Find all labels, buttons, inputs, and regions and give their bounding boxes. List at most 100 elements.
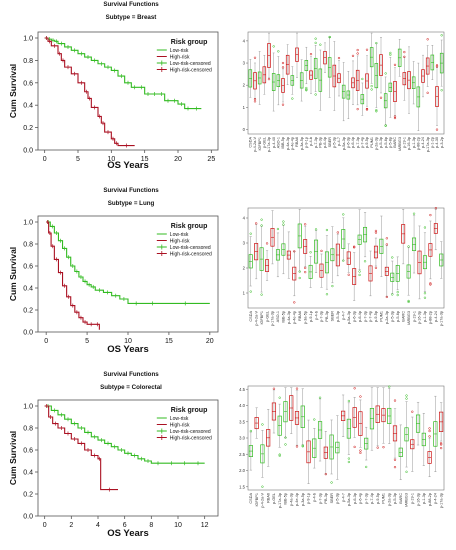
plot-frame: [37, 31, 219, 151]
outlier-point: [249, 429, 253, 433]
plot-frame: [37, 215, 219, 333]
legend-entry: Low-risk: [170, 416, 189, 422]
category-label: IBB-5p: [282, 311, 286, 323]
category-label: IARBG3: [407, 311, 411, 325]
outlier-point: [391, 293, 394, 296]
category-label: SBER: [328, 137, 332, 148]
survival-chart-1: Survival Functions Subtype = Lung 0.0 0.2 0.…: [8, 187, 219, 355]
outlier-point: [347, 399, 351, 403]
category-label: p-5-6p: [396, 311, 400, 322]
category-label: p-7-3p: [363, 311, 367, 322]
category-label: IGFBP1: [260, 311, 264, 325]
outlier-point: [314, 41, 317, 45]
outlier-point: [295, 445, 299, 448]
outlier-point: [281, 103, 285, 106]
category-label: p-5-3p: [333, 137, 337, 148]
y-tick-label: 0.0: [23, 330, 33, 337]
outlier-point: [411, 410, 414, 413]
category-label: p-5a-3p: [347, 493, 351, 506]
y-axis-label: Cum Survival: [8, 247, 18, 301]
category-label: p-7-3p: [314, 137, 318, 148]
outlier-point: [370, 84, 373, 88]
y-tick-label: 0.2: [23, 308, 33, 315]
outlier-point: [393, 116, 397, 120]
series-line-high-risk: [46, 221, 100, 330]
category-label: p-5a-3p: [347, 311, 351, 324]
category-label: p-6-4p: [351, 137, 355, 148]
x-tick-label: 20: [174, 156, 182, 163]
outlier-point: [429, 282, 432, 285]
plot-frame: [247, 385, 445, 491]
category-label: BARC: [401, 311, 405, 322]
outlier-point: [261, 423, 264, 426]
category-label: p-5-3p: [379, 137, 383, 148]
y-tick-label: 2: [243, 266, 246, 271]
outlier-point: [382, 446, 385, 449]
series-line-low-risk: [44, 405, 205, 464]
x-tick-label: 25: [207, 156, 215, 163]
category-label: p-3-2p: [440, 137, 444, 148]
outlier-point: [342, 259, 345, 262]
chart-subtitle: Subtype = Colorectal: [100, 384, 162, 391]
category-label: p-6-3p: [353, 493, 357, 504]
outlier-point: [328, 35, 331, 39]
category-label: p-5-3p: [336, 493, 340, 504]
category-label: PUM1: [370, 137, 374, 148]
category-label: p-4a-3p: [287, 311, 291, 324]
outlier-point: [389, 51, 392, 55]
outlier-point: [423, 296, 427, 299]
outlier-point: [318, 396, 322, 399]
outlier-point: [305, 86, 308, 90]
category-label: IARBG3: [405, 493, 409, 507]
outlier-point: [284, 436, 287, 439]
category-label: SBER: [331, 311, 335, 322]
category-label: RBA6: [298, 311, 302, 321]
y-tick-label: 0: [243, 127, 246, 132]
outlier-point: [384, 72, 387, 75]
y-tick-label: 0.6: [23, 448, 33, 455]
outlier-point: [298, 270, 301, 273]
outlier-point: [385, 295, 388, 299]
outlier-point: [365, 48, 369, 51]
category-label: p-19-1: [412, 311, 416, 322]
outlier-point: [351, 54, 355, 58]
outlier-point: [347, 460, 351, 464]
category-label: p-4-24: [434, 311, 438, 322]
category-label: p-4-40: [272, 137, 276, 148]
category-label: p-1-3p: [423, 311, 427, 322]
category-label: IARBG3: [398, 137, 402, 151]
category-label: BARC: [399, 493, 403, 504]
category-label: ASO-1: [276, 311, 280, 322]
outlier-point: [359, 449, 362, 452]
outlier-point: [374, 231, 378, 234]
category-label: PUM1: [380, 311, 384, 322]
outlier-point: [272, 387, 276, 390]
category-label: p-6-4p: [323, 137, 327, 148]
category-label: p-16-3p: [418, 311, 422, 324]
outlier-point: [319, 43, 322, 46]
outlier-point: [396, 293, 399, 297]
category-label: p-9-1p: [307, 493, 311, 504]
outlier-point: [356, 48, 359, 52]
outlier-point: [304, 223, 307, 226]
category-label: ASO-1: [277, 137, 281, 148]
outlier-point: [359, 451, 362, 454]
x-tick-label: 10: [107, 156, 115, 163]
category-label: p-1-3p: [422, 493, 426, 504]
category-label: p-5-6p: [384, 137, 388, 148]
y-tick-label: 4: [243, 216, 246, 221]
outlier-point: [379, 96, 383, 99]
x-tick-label: 10: [174, 522, 182, 529]
category-label: p-19-1: [403, 137, 407, 148]
category-label: p-9-5p: [376, 493, 380, 504]
x-tick-label: 0: [43, 156, 47, 163]
category-label: PB-3p: [319, 137, 323, 148]
outlier-point: [314, 228, 318, 231]
outlier-point: [313, 418, 316, 421]
outlier-point: [325, 228, 329, 232]
category-label: p-7-4p: [361, 137, 365, 148]
outlier-point: [282, 223, 285, 226]
outlier-point: [358, 273, 361, 277]
legend-title: Risk group: [171, 407, 208, 414]
outlier-point: [260, 293, 263, 296]
